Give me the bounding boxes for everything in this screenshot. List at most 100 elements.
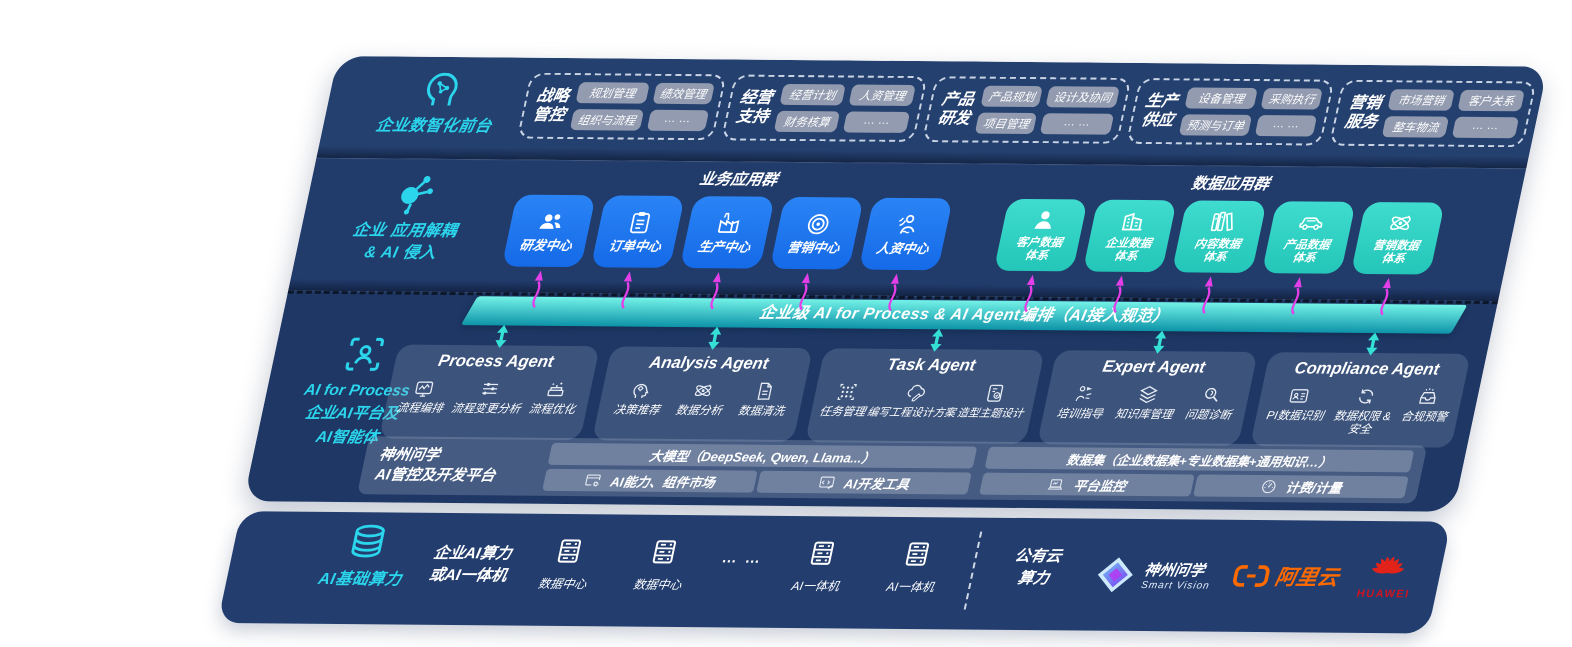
app-box-rd-center: 研发中心: [501, 194, 597, 268]
pill: 规划管理: [575, 82, 650, 104]
huawei-logo: HUAWEI: [1355, 554, 1418, 600]
decouple-title-line2: & AI 侵入: [362, 243, 438, 262]
front-group-product: 产品研发 产品规划 设计及协同 项目管理 … …: [922, 76, 1132, 144]
pill: 预测与订单: [1178, 114, 1253, 136]
business-app-group: 业务应用群 研发中心 订单中心: [501, 166, 959, 271]
data-app-group: 数据应用群 客户数据 体系 企业数据 体系: [993, 170, 1451, 275]
agent-title: Analysis Agent: [647, 353, 771, 373]
pill: … …: [1254, 115, 1318, 137]
data-box-content: 内容数据 体系: [1172, 200, 1267, 273]
model-cells: AI能力、组件市场 AI开发工具: [542, 468, 972, 495]
app-box-marketing-center: 营销中心: [769, 196, 864, 270]
node-ai-appliance-2: AI一体机: [873, 539, 957, 596]
molecule-icon: [386, 172, 439, 216]
monitor-cell: 平台监控: [979, 472, 1195, 497]
upper-layers: 企业数智化前台 战略管控 规划管理 绩效管理 组织与流程 … … 经营支持 经营…: [243, 56, 1548, 512]
pill: … …: [646, 109, 709, 132]
cloud-design-icon: [903, 382, 928, 403]
group-pills: 规划管理 绩效管理 组织与流程 … …: [569, 82, 715, 132]
group-pills: 产品规划 设计及协同 项目管理 … …: [974, 85, 1120, 135]
atom-icon: [690, 380, 715, 401]
front-group-strategy: 战略管控 规划管理 绩效管理 组织与流程 … …: [516, 72, 727, 141]
business-group-title: 业务应用群: [697, 171, 779, 189]
flowchart-icon: [411, 378, 436, 399]
agent-item: 数据权限 & 安全: [1326, 386, 1401, 438]
app-label: 生产中心: [696, 238, 752, 255]
task-grid-icon: [834, 381, 859, 402]
agent-slot: Process Agent 流程编排 流程变更分析: [378, 344, 600, 441]
ellipsis-text: … …: [720, 549, 765, 567]
data-box-marketing: 营销数据 体系: [1350, 201, 1445, 275]
app-slot: 内容数据 体系: [1172, 200, 1267, 273]
building-icon: [1118, 208, 1150, 234]
pill: 整车物流: [1381, 116, 1450, 138]
pill: 采购执行: [1260, 88, 1324, 110]
database-icon: [342, 522, 393, 564]
app-slot: 生产中心: [680, 196, 775, 269]
id-card-icon: [1287, 385, 1312, 406]
digital-brain-icon: [415, 67, 468, 111]
smart-vision-logo: 神州问学 Smart Vision: [1091, 555, 1216, 596]
agent-slot: Expert Agent 培训指导 知识库管理: [1036, 350, 1258, 446]
agent-item: 任务管理: [818, 381, 872, 420]
pill: 财务核算: [773, 110, 841, 133]
pill: 产品规划: [980, 85, 1044, 108]
pill: 绩效管理: [651, 82, 715, 105]
gauge-icon: [1258, 478, 1279, 495]
data-label: 产品数据 体系: [1282, 239, 1332, 265]
data-app-boxes: 客户数据 体系 企业数据 体系 内容数据 体系: [993, 198, 1445, 275]
group-title: 生产供应: [1139, 92, 1180, 130]
compute-nodes: 数据中心 数据中心 … … AI一体机 AI一体机: [525, 536, 957, 596]
smart-vision-diamond-icon: [1091, 555, 1139, 595]
devtool-cell: AI开发工具: [756, 470, 972, 495]
data-group-title: 数据应用群: [1189, 175, 1271, 194]
front-layer-title: 企业数智化前台: [374, 117, 494, 136]
agent-box-process: Process Agent 流程编排 流程变更分析: [378, 344, 600, 441]
data-label: 营销数据 体系: [1371, 239, 1421, 266]
agent-item: 流程优化: [527, 379, 581, 418]
app-slot: 产品数据 体系: [1261, 201, 1356, 274]
model-bar: 大模型（DeepSeek, Qwen, Llama...）: [547, 442, 978, 469]
business-app-boxes: 研发中心 订单中心 生产中心: [501, 194, 953, 271]
pill: … …: [843, 111, 911, 133]
decouple-layer-label: 企业 应用解耦 & AI 侵入: [314, 171, 502, 264]
agent-items: PI数据识别 数据权限 & 安全 合规预警: [1260, 385, 1456, 438]
agent-item: 流程编排: [395, 378, 449, 417]
target-icon: [803, 211, 835, 237]
person-icon: [1028, 207, 1060, 233]
agent-item: 流程变更分析: [450, 378, 527, 417]
agent-item: 知识库管理: [1114, 384, 1180, 423]
dashed-vertical-divider: [963, 531, 983, 610]
group-title: 营销服务: [1343, 94, 1383, 132]
data-label: 客户数据 体系: [1014, 236, 1064, 263]
layer-ai-platform: 企业级 AI for Process & AI Agent编排（AI接入规范） …: [243, 290, 1499, 512]
architecture-diagram: 企业数智化前台 战略管控 规划管理 绩效管理 组织与流程 … … 经营支持 经营…: [215, 56, 1548, 644]
server-icon: [899, 539, 935, 569]
tablet-check-icon: [982, 383, 1007, 404]
alibaba-cloud-bracket-icon: [1231, 564, 1272, 588]
app-slot: 营销数据 体系: [1350, 201, 1445, 275]
partner-logos: 神州问学 Smart Vision 阿里云 HUAWEI: [1083, 519, 1425, 634]
agent-item: 造型主题设计: [956, 382, 1030, 420]
front-group-supply: 生产供应 设备管理 采购执行 预测与订单 … …: [1125, 77, 1336, 146]
alert-inbox-icon: [1416, 386, 1441, 407]
agent-title: Task Agent: [885, 355, 978, 375]
layer-ai-infrastructure: AI基础算力 企业AI算力 或AI一体机 数据中心 数据中心 … … AI一体机…: [217, 511, 1452, 634]
app-label: 研发中心: [518, 237, 574, 253]
pill: 组织与流程: [569, 109, 644, 131]
agent-slot: Analysis Agent 决策推荐 数据分析: [591, 346, 813, 442]
window-gear-icon: [583, 472, 604, 489]
group-title: 经营支持: [734, 89, 775, 126]
app-slot: 企业数据 体系: [1082, 199, 1178, 273]
pill: … …: [1039, 113, 1114, 135]
hr-icon: [892, 211, 924, 237]
group-pills: 设备管理 采购执行 预测与订单 … …: [1178, 87, 1324, 137]
agent-items: 流程编排 流程变更分析 流程优化: [392, 378, 585, 418]
data-label: 企业数据 体系: [1104, 237, 1153, 263]
app-box-production-center: 生产中心: [680, 196, 775, 269]
huawei-flower-icon: [1367, 554, 1410, 586]
books-icon: [1207, 208, 1239, 234]
front-groups: 战略管控 规划管理 绩效管理 组织与流程 … … 经营支持 经营计划 人资管理 …: [516, 72, 1537, 148]
front-group-marketing: 营销服务 市场营销 客户关系 整车物流 … …: [1329, 79, 1537, 148]
